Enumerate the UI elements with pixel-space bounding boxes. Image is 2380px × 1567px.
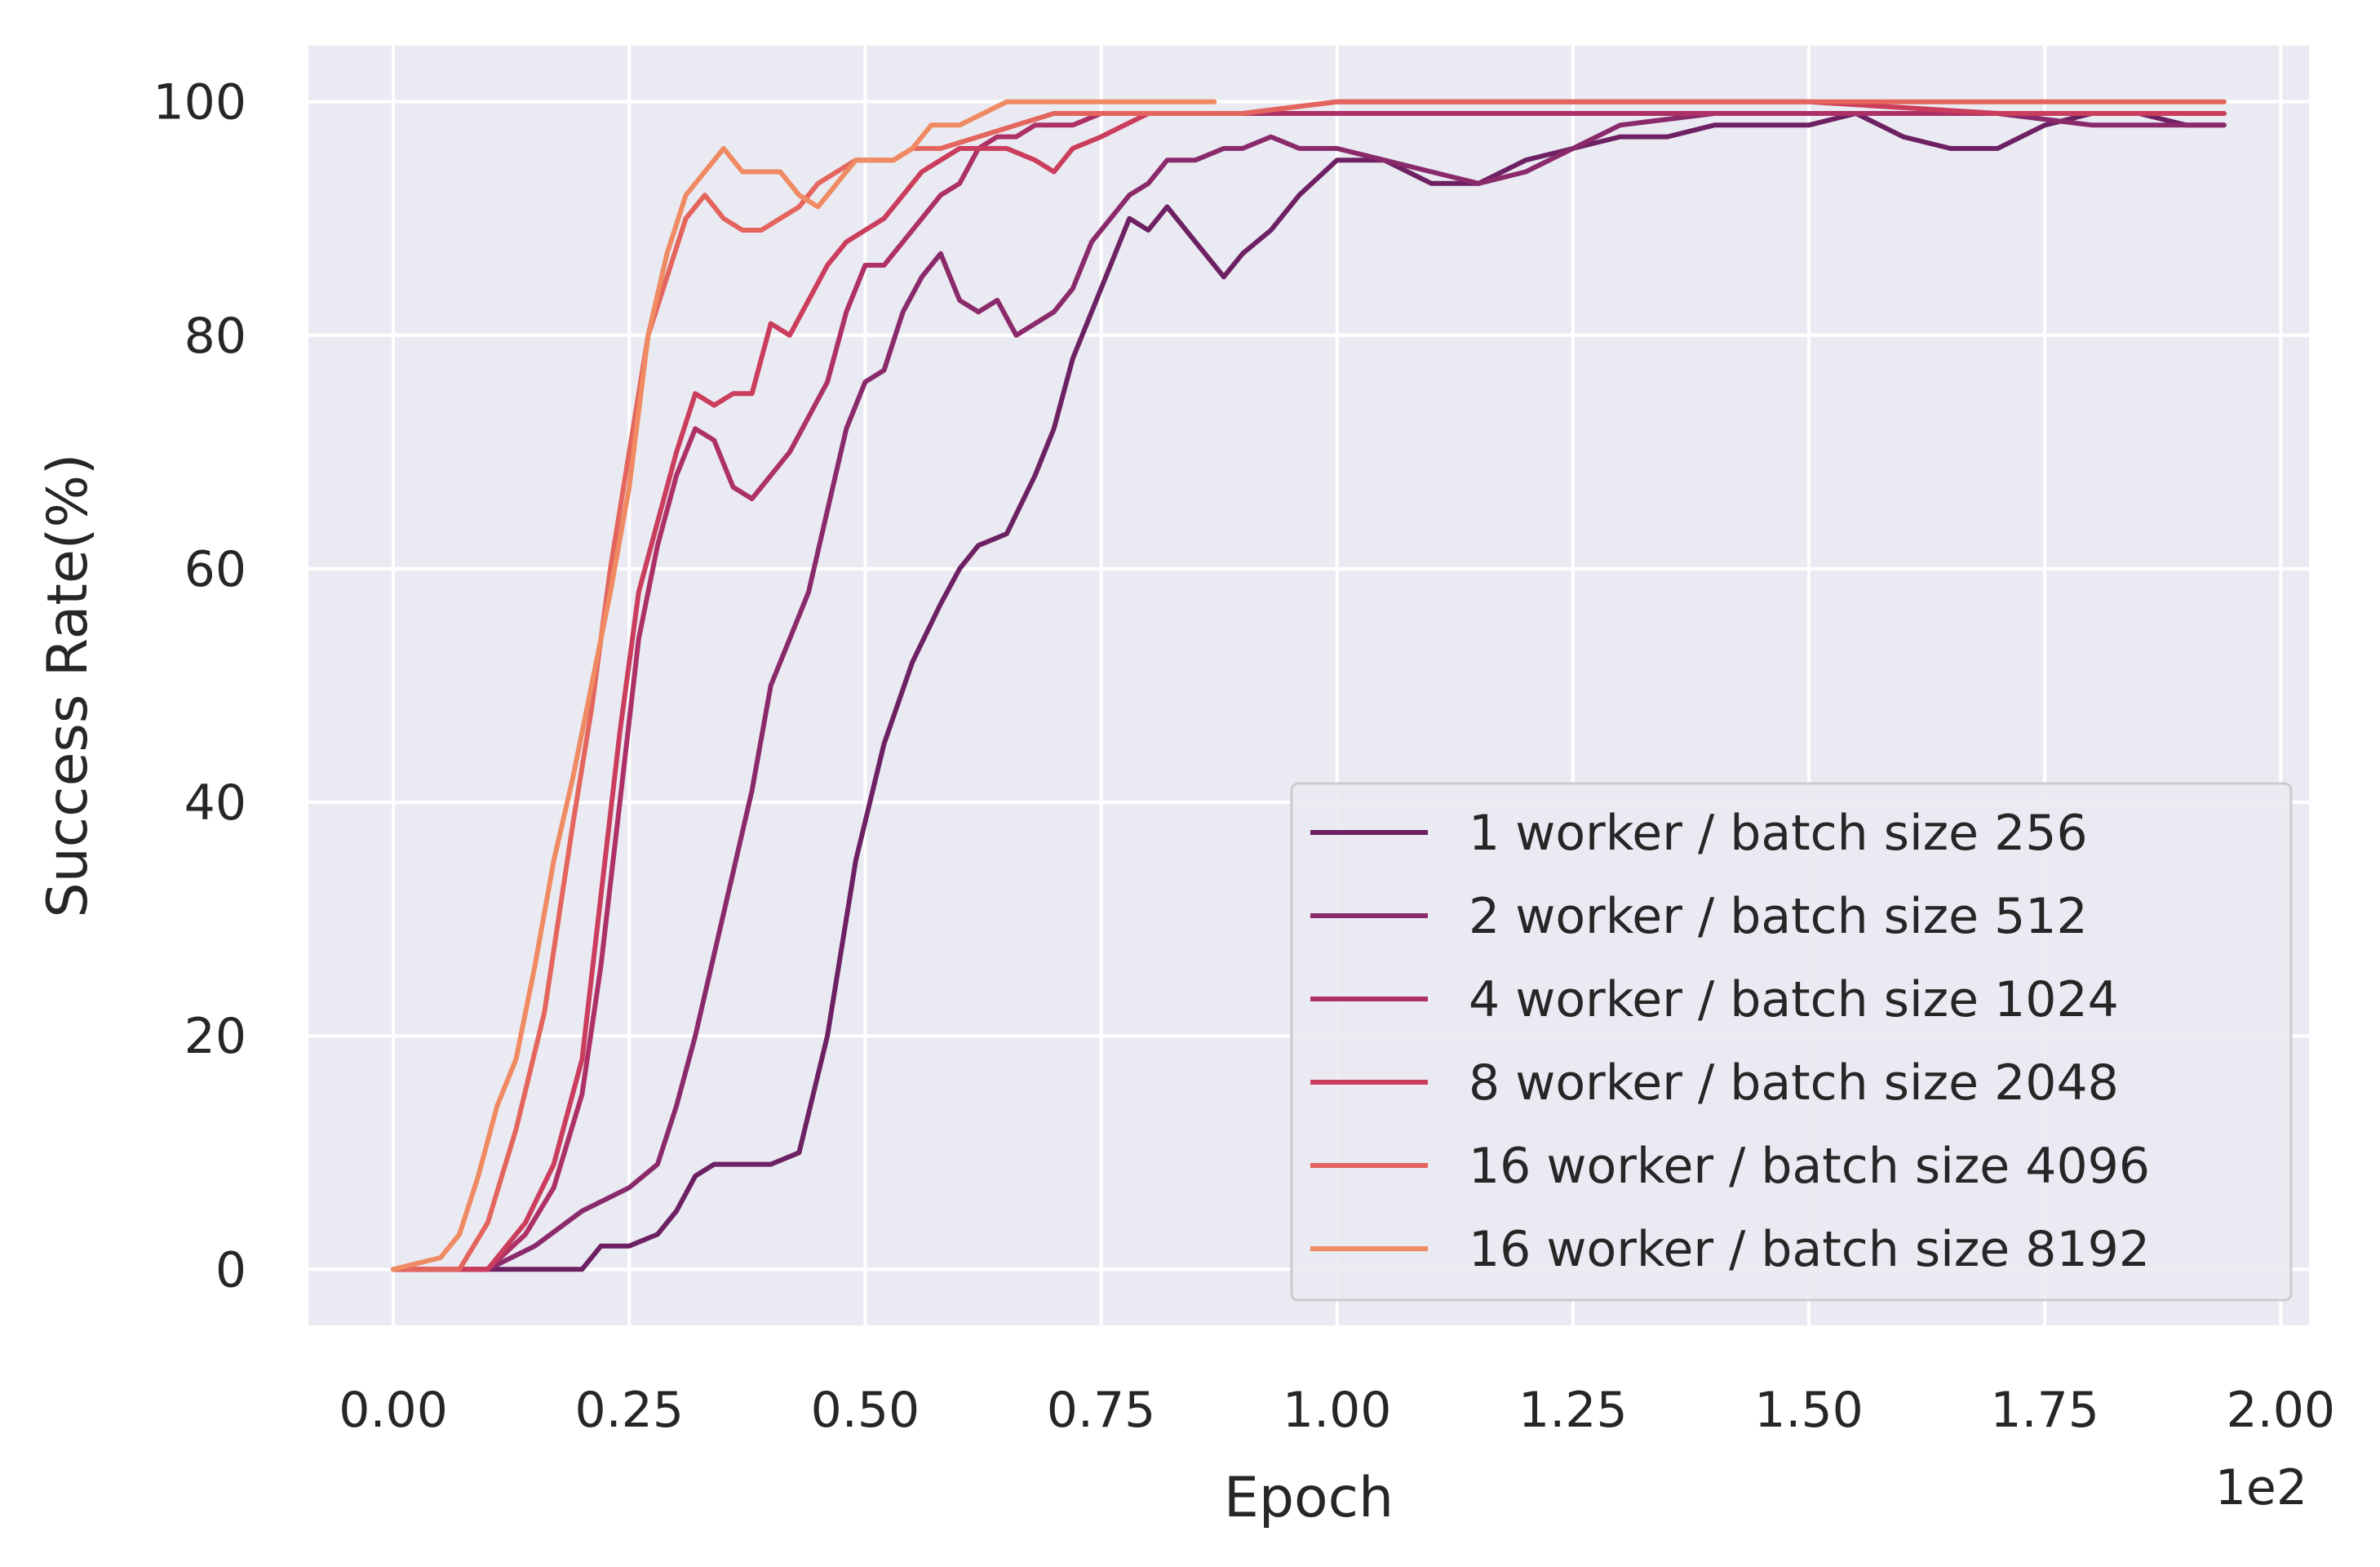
legend-label: 4 worker / batch size 1024 bbox=[1469, 971, 2119, 1028]
y-tick-labels: 0 20 40 60 80 100 bbox=[153, 74, 246, 1299]
x-axis-offset-text: 1e2 bbox=[2215, 1459, 2307, 1516]
x-tick-label: 1.25 bbox=[1518, 1382, 1628, 1439]
legend-label: 8 worker / batch size 2048 bbox=[1469, 1054, 2119, 1112]
series-line-2 bbox=[391, 111, 2227, 1272]
x-tick-label: 1.00 bbox=[1283, 1382, 1392, 1439]
legend-box bbox=[1290, 782, 2293, 1302]
legend-label: 16 worker / batch size 8192 bbox=[1469, 1221, 2150, 1278]
x-tick-label: 0.00 bbox=[339, 1382, 448, 1439]
y-tick-label: 20 bbox=[184, 1008, 246, 1065]
x-axis-label: Epoch bbox=[1224, 1466, 1394, 1530]
y-tick-label: 0 bbox=[215, 1241, 246, 1298]
y-tick-label: 80 bbox=[184, 308, 246, 365]
legend-label: 1 worker / batch size 256 bbox=[1469, 805, 2088, 862]
legend: 1 worker / batch size 256 2 worker / batc… bbox=[1290, 782, 2293, 1302]
y-tick-label: 100 bbox=[153, 74, 246, 131]
legend-label: 16 worker / batch size 4096 bbox=[1469, 1138, 2150, 1195]
legend-label: 2 worker / batch size 512 bbox=[1469, 888, 2088, 945]
x-tick-label: 1.75 bbox=[1990, 1382, 2099, 1439]
x-tick-label: 0.50 bbox=[811, 1382, 920, 1439]
y-tick-label: 40 bbox=[184, 775, 246, 832]
series-line-3 bbox=[391, 111, 2227, 1272]
x-tick-label: 0.25 bbox=[574, 1382, 684, 1439]
series-line-1 bbox=[391, 111, 2227, 1272]
y-axis-label: Success Rate(%) bbox=[36, 454, 100, 918]
series-line-6 bbox=[391, 99, 1217, 1272]
x-tick-label: 0.75 bbox=[1047, 1382, 1156, 1439]
y-tick-label: 60 bbox=[184, 541, 246, 598]
x-tick-label: 1.50 bbox=[1754, 1382, 1864, 1439]
x-tick-label: 2.00 bbox=[2227, 1382, 2336, 1439]
series-lines bbox=[391, 99, 2227, 1272]
x-tick-labels: 0.00 0.25 0.50 0.75 1.00 1.25 1.50 1.75 2.00 bbox=[339, 1382, 2335, 1439]
